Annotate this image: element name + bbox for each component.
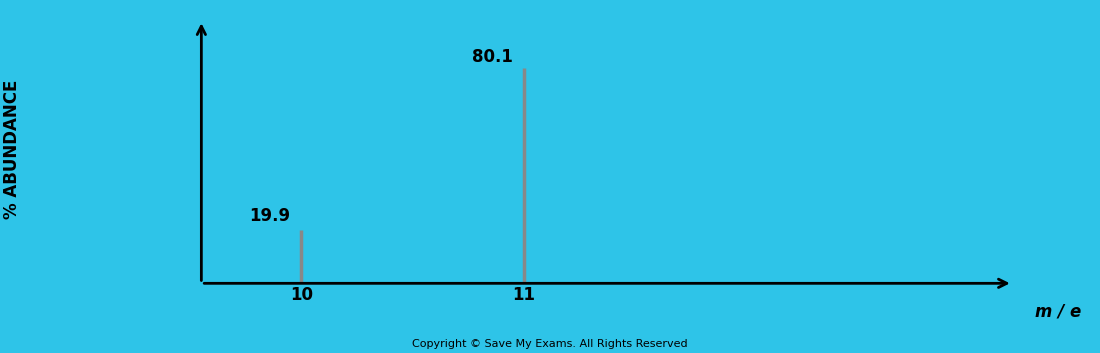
Text: % ABUNDANCE: % ABUNDANCE	[3, 79, 21, 219]
Text: 80.1: 80.1	[472, 48, 513, 66]
Text: 19.9: 19.9	[249, 207, 290, 225]
Text: m / e: m / e	[1035, 302, 1081, 320]
Text: Copyright © Save My Exams. All Rights Reserved: Copyright © Save My Exams. All Rights Re…	[412, 340, 688, 349]
